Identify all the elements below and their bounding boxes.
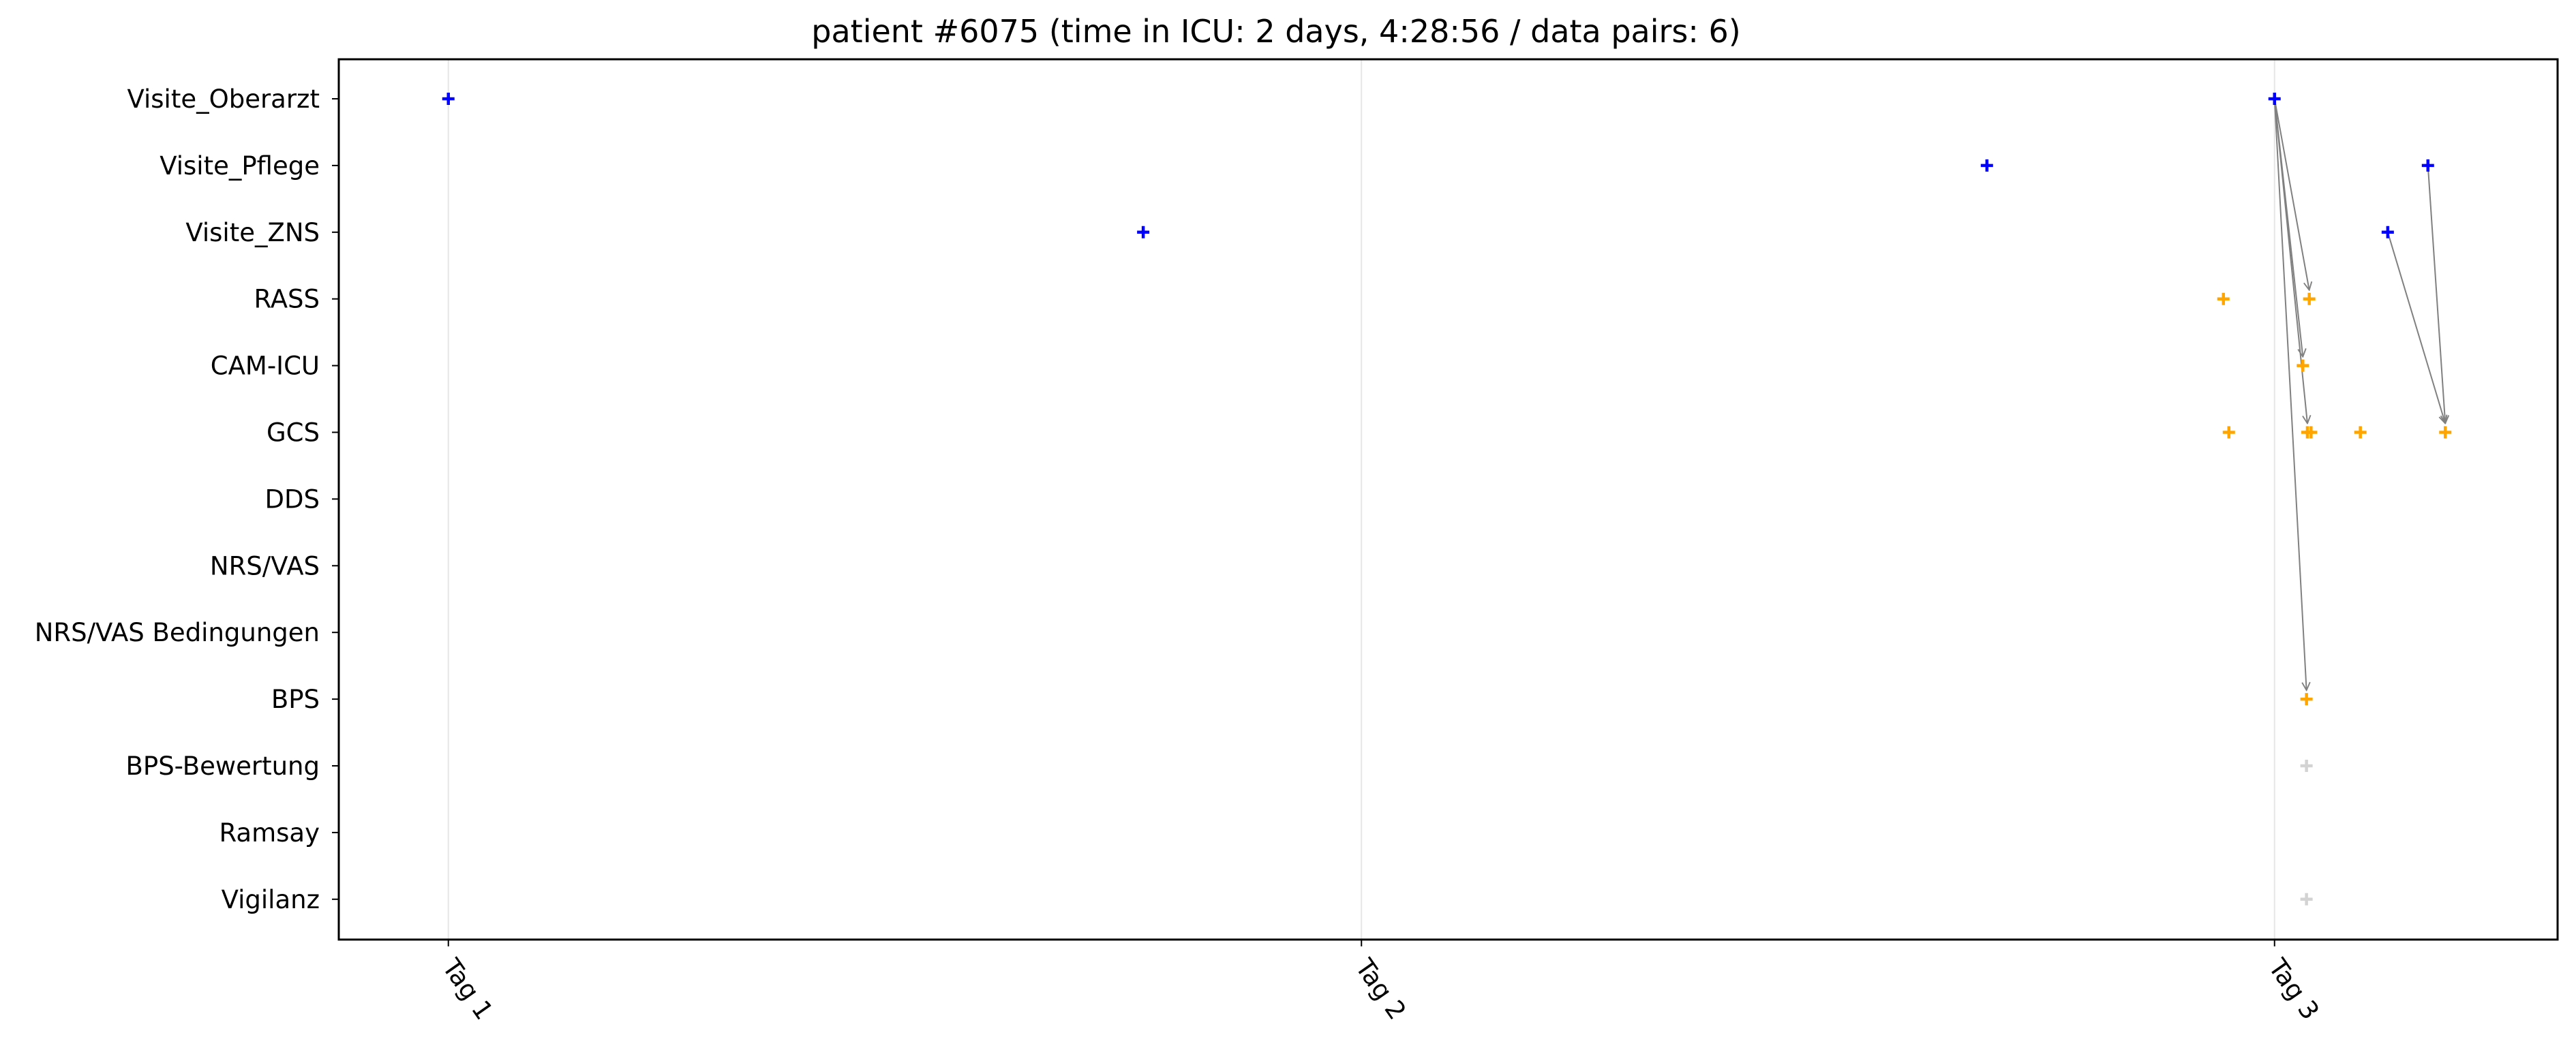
y-tick-label: DDS [265,484,320,514]
y-tick-label: RASS [254,285,320,314]
data-point [2300,893,2313,906]
pair-arrow [2273,98,2309,290]
pair-arrow [2273,98,2307,424]
data-point [2300,693,2313,706]
x-axis-ticks: Tag 1 Tag 2 Tag 3 [436,940,2325,1025]
x-tick-label: Tag 1 [436,953,499,1025]
y-tick-label: CAM-ICU [211,352,320,381]
data-point [2439,426,2452,439]
data-point [2354,426,2367,439]
y-tick-label: NRS/VAS Bedingungen [35,618,320,647]
data-point [2222,426,2235,439]
y-tick-label: NRS/VAS [210,551,320,581]
y-tick-label: Vigilanz [222,885,320,914]
y-tick-label: BPS-Bewertung [126,752,320,781]
y-tick-label: Visite_Oberarzt [127,84,320,114]
pair-arrows [2273,98,2445,690]
grid-lines [447,59,2275,940]
data-point [2305,426,2318,439]
y-axis-ticks: Visite_Oberarzt Visite_Pflege Visite_ZNS RA… [35,84,339,914]
pair-arrow [2427,165,2445,424]
chart-title: patient #6075 (time in ICU: 2 days, 4:28… [811,13,1740,50]
y-tick-label: Visite_Pflege [160,151,320,181]
data-point [1137,226,1150,238]
y-tick-label: Visite_ZNS [185,218,320,247]
data-point [2381,226,2394,238]
y-tick-label: GCS [267,418,320,448]
data-point [2217,292,2230,305]
data-point [2300,760,2313,772]
data-points [442,93,2452,906]
data-point [2297,359,2309,372]
data-point [1980,159,1993,172]
data-point [2303,292,2316,305]
data-point [2268,93,2281,105]
data-point [2421,159,2434,172]
pair-arrow [2273,98,2307,690]
y-tick-label: Ramsay [219,818,320,848]
x-tick-label: Tag 3 [2262,953,2325,1025]
x-tick-label: Tag 2 [1349,953,1412,1025]
data-point [442,93,455,105]
y-tick-label: BPS [271,685,320,714]
pair-arrow [2386,232,2445,424]
plot-area-frame [337,58,2559,941]
